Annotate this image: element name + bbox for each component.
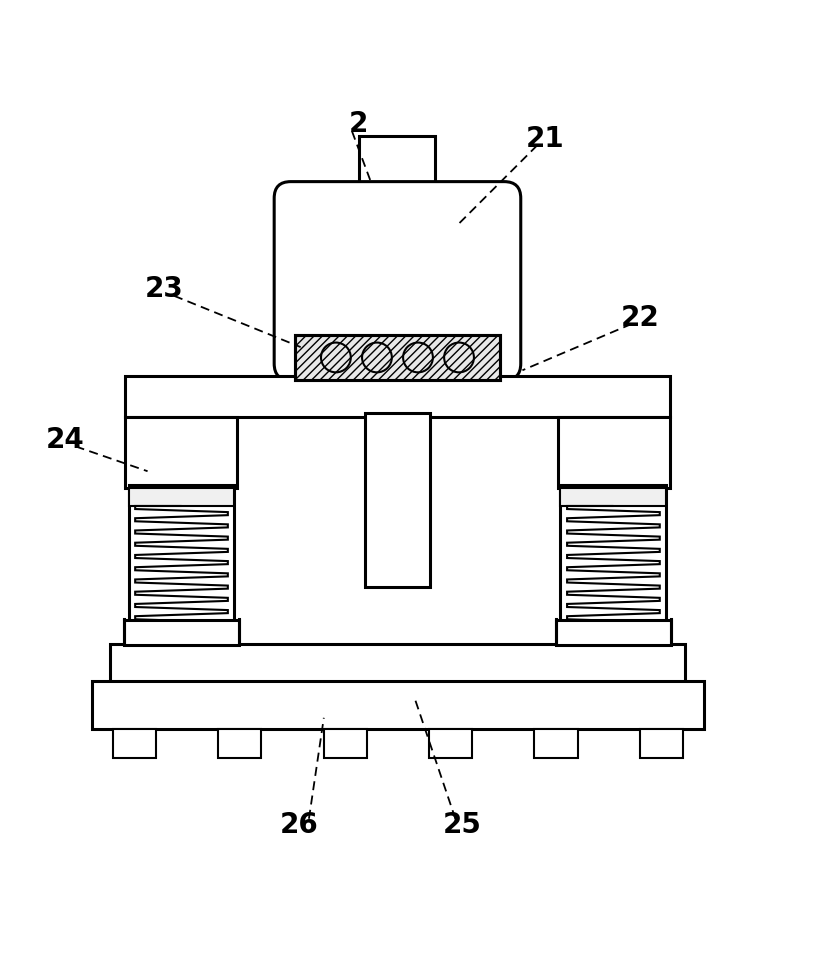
Bar [295, 335, 500, 380]
Bar [125, 417, 237, 488]
Bar [561, 628, 666, 646]
Bar [361, 190, 432, 206]
Bar [535, 730, 577, 759]
Text: 26: 26 [280, 811, 318, 839]
Text: 2: 2 [349, 109, 368, 138]
Bar [561, 488, 666, 506]
FancyBboxPatch shape [274, 181, 521, 380]
Text: 23: 23 [145, 275, 183, 303]
Text: 24: 24 [46, 426, 84, 454]
Bar [125, 376, 670, 417]
Bar [561, 485, 666, 649]
Bar [218, 730, 262, 759]
Bar [429, 730, 472, 759]
Bar [124, 620, 238, 645]
Bar [295, 335, 500, 380]
Bar [324, 730, 367, 759]
Bar [556, 620, 671, 645]
Bar [128, 485, 234, 649]
Text: 25: 25 [442, 811, 481, 839]
Bar [295, 335, 500, 380]
Bar [365, 413, 430, 587]
Text: 21: 21 [526, 125, 564, 152]
Bar [92, 682, 704, 730]
Bar [112, 730, 156, 759]
Bar [358, 136, 435, 202]
Bar [110, 644, 686, 684]
Text: 22: 22 [621, 304, 659, 332]
Bar [558, 417, 670, 488]
Bar [640, 730, 683, 759]
Bar [128, 628, 234, 646]
Bar [128, 488, 234, 506]
